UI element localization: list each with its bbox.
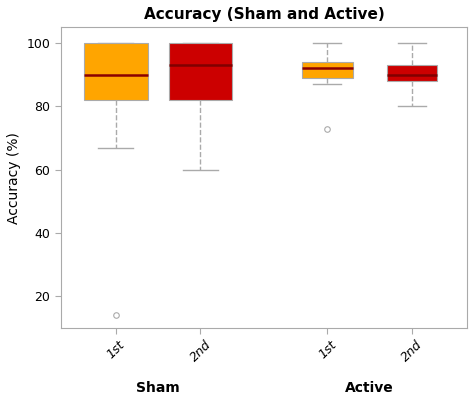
Bar <box>302 62 353 78</box>
Bar <box>387 65 438 81</box>
Text: Active: Active <box>346 381 394 395</box>
Y-axis label: Accuracy (%): Accuracy (%) <box>7 132 21 224</box>
Bar <box>169 43 232 100</box>
Text: Sham: Sham <box>136 381 180 395</box>
Title: Accuracy (Sham and Active): Accuracy (Sham and Active) <box>144 7 384 22</box>
Bar <box>84 43 147 100</box>
